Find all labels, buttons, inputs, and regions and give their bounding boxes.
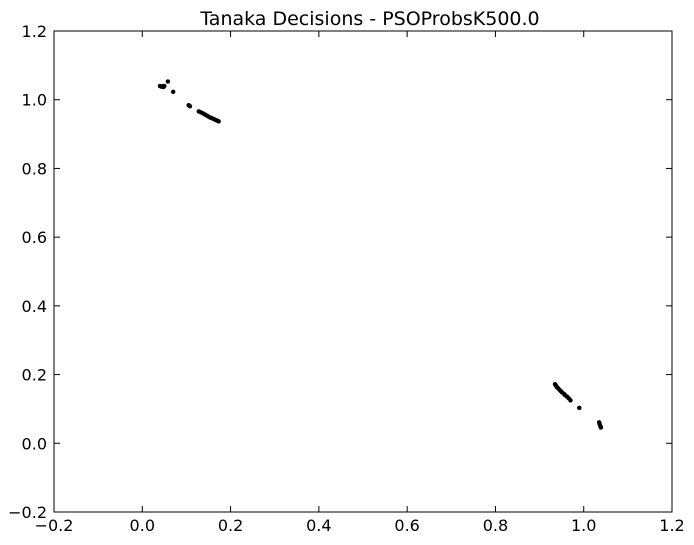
data-point xyxy=(170,89,176,95)
data-point xyxy=(216,119,221,124)
data-point xyxy=(162,83,167,89)
y-tick-label: 0.6 xyxy=(22,228,47,247)
x-tick-label: 0.2 xyxy=(218,516,243,535)
points-layer xyxy=(157,79,604,430)
ticks-layer: −0.2 0.0 0.2 0.4 0.6 0.8 1.0 1.2 −0.2 0.0 0.2 0.4 0.… xyxy=(8,22,685,535)
x-tick-label: 0.4 xyxy=(306,516,331,535)
x-tick-label: 1.0 xyxy=(571,516,596,535)
chart-title: Tanaka Decisions - PSOProbsK500.0 xyxy=(199,8,539,30)
y-tick-label: 0.2 xyxy=(22,366,47,385)
x-tick-label: −0.2 xyxy=(35,516,74,535)
plot-frame xyxy=(53,30,673,513)
data-point xyxy=(577,405,582,411)
data-point xyxy=(568,398,573,403)
y-tick-label: 0.8 xyxy=(22,159,47,178)
y-tick-label: 0.4 xyxy=(22,297,47,316)
x-tick-label: 0.0 xyxy=(130,516,155,535)
data-point xyxy=(187,103,193,109)
data-point xyxy=(165,79,171,84)
x-tick-label: 0.8 xyxy=(483,516,508,535)
y-tick-label: 1.0 xyxy=(22,91,47,110)
data-point xyxy=(598,425,604,430)
y-tick-label: −0.2 xyxy=(8,503,47,522)
y-tick-label: 1.2 xyxy=(22,22,47,41)
y-tick-label: 0.0 xyxy=(22,434,47,453)
x-tick-label: 0.6 xyxy=(394,516,419,535)
x-tick-label: 1.2 xyxy=(659,516,684,535)
